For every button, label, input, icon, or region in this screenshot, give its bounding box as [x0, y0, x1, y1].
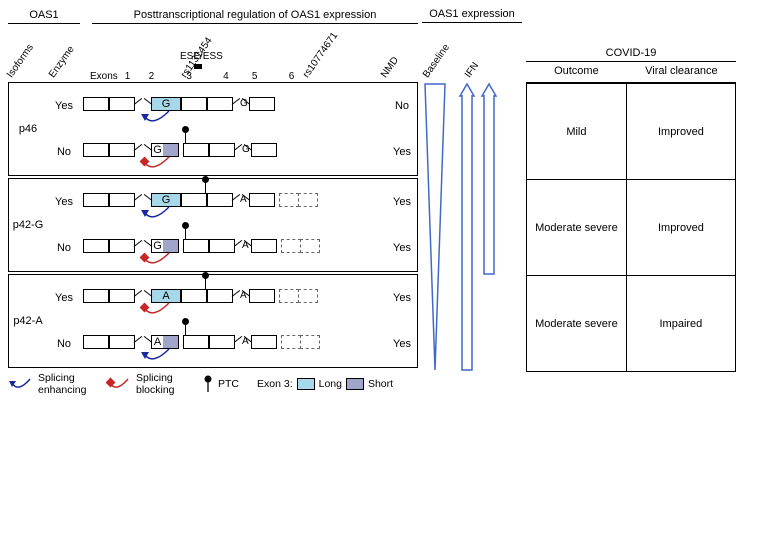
transcript-row: No AA Yes	[47, 321, 417, 367]
transcript-row: Yes AA Yes	[47, 275, 417, 321]
nmd-val: No	[387, 100, 417, 112]
legend-exon3: Exon 3: Long Short	[257, 378, 393, 390]
isoform-label: p46	[9, 83, 47, 175]
legend-enh-label: Splicing enhancing	[38, 372, 88, 396]
clearance-1: Improved	[627, 84, 735, 179]
col-enzyme: Enzyme	[47, 44, 77, 80]
isoform-label: p42-G	[9, 179, 47, 271]
nmd-val: Yes	[387, 338, 417, 350]
exon-num-6: 6	[270, 71, 312, 82]
hdr-expr-wrap: OAS1 expression	[422, 8, 522, 24]
col-baseline: Baseline	[421, 42, 452, 80]
outcome-3: Moderate severe	[527, 276, 627, 371]
legend-ptc: PTC	[202, 375, 239, 393]
covid-row-1: Mild Improved	[527, 83, 735, 179]
hdr-covid-label: COVID-19	[526, 47, 736, 59]
panels-container: p46 Yes GG No No GG Yes p42-G Yes GA Yes…	[8, 82, 418, 368]
nmd-val: Yes	[387, 146, 417, 158]
exon-num-2: 2	[137, 71, 165, 82]
col-nmd: NMD	[379, 55, 401, 80]
col-outcome: Outcome	[526, 62, 627, 82]
column-labels-left: Isoforms Enzyme ESE/ESS rs1131454 rs1077…	[8, 24, 418, 82]
enzyme-val: No	[47, 338, 81, 350]
outcome-2: Moderate severe	[527, 180, 627, 275]
swatch-long	[297, 378, 315, 390]
enzyme-val: No	[47, 242, 81, 254]
exon-num-3: 3	[168, 71, 210, 82]
covid-table: Mild Improved Moderate severe Improved M…	[526, 82, 736, 372]
hdr-oas1-label: OAS1	[8, 9, 80, 21]
covid-table-header: Outcome Viral clearance	[526, 62, 736, 82]
transcript-row: Yes GA Yes	[47, 179, 417, 225]
ifn-arrow-1	[460, 84, 474, 370]
ess-marker	[194, 64, 202, 69]
covid-row-2: Moderate severe Improved	[527, 179, 735, 275]
isoform-panel: p42-A Yes AA Yes No AA Yes	[8, 274, 418, 368]
isoform-label: p42-A	[9, 275, 47, 367]
clearance-3: Impaired	[627, 276, 735, 371]
nmd-val: Yes	[387, 196, 417, 208]
col-ifn: IFN	[463, 60, 481, 80]
legend-blocking: Splicing blocking	[106, 372, 184, 396]
right-block: COVID-19 Outcome Viral clearance Mild Im…	[526, 8, 736, 396]
hdr-oas1: OAS1	[8, 9, 80, 24]
ifn-arrow-2	[482, 84, 496, 274]
col-clearance: Viral clearance	[627, 62, 736, 82]
legend-blk-label: Splicing blocking	[136, 372, 184, 396]
hdr-posttrans: Posttranscriptional regulation of OAS1 e…	[92, 9, 418, 24]
legend-ptc-label: PTC	[218, 378, 239, 390]
covid-row-3: Moderate severe Impaired	[527, 275, 735, 371]
middle-block: OAS1 expression Baseline IFN	[422, 8, 522, 396]
expr-col-labels: Baseline IFN	[422, 24, 522, 82]
expression-arrows	[422, 82, 522, 396]
swatch-short	[346, 378, 364, 390]
legend-short-label: Short	[368, 378, 393, 390]
exon-num-1: 1	[121, 71, 135, 82]
transcript-row: Yes GG No	[47, 83, 417, 129]
hdr-posttrans-label: Posttranscriptional regulation of OAS1 e…	[92, 9, 418, 21]
enzyme-val: No	[47, 146, 81, 158]
header-row-left: OAS1 Posttranscriptional regulation of O…	[8, 8, 418, 24]
enzyme-val: Yes	[47, 196, 81, 208]
col-isoforms: Isoforms	[5, 42, 36, 80]
exon-labels-row: Exons 1 2 3 4 5 6	[90, 71, 312, 82]
outcome-1: Mild	[527, 84, 627, 179]
hdr-covid-wrap: COVID-19	[526, 24, 736, 62]
figure-root: OAS1 Posttranscriptional regulation of O…	[8, 8, 759, 396]
enzyme-val: Yes	[47, 100, 81, 112]
legend-enhancing: Splicing enhancing	[8, 372, 88, 396]
nmd-val: Yes	[387, 292, 417, 304]
isoform-panel: p42-G Yes GA Yes No GA Yes	[8, 178, 418, 272]
legend-long-label: Long	[319, 378, 342, 390]
exon-num-5: 5	[242, 71, 268, 82]
transcript-row: No GG Yes	[47, 129, 417, 175]
nmd-val: Yes	[387, 242, 417, 254]
clearance-2: Improved	[627, 180, 735, 275]
expr-svg	[422, 82, 522, 378]
legend: Splicing enhancing Splicing blocking PTC…	[8, 372, 418, 396]
left-block: OAS1 Posttranscriptional regulation of O…	[8, 8, 418, 396]
hdr-expr-label: OAS1 expression	[422, 8, 522, 20]
enzyme-val: Yes	[47, 292, 81, 304]
legend-ex3-label: Exon 3:	[257, 378, 293, 390]
exons-word: Exons	[90, 71, 118, 82]
baseline-arrow	[425, 84, 445, 370]
exon-num-4: 4	[213, 71, 239, 82]
transcript-row: No GA Yes	[47, 225, 417, 271]
isoform-panel: p46 Yes GG No No GG Yes	[8, 82, 418, 176]
